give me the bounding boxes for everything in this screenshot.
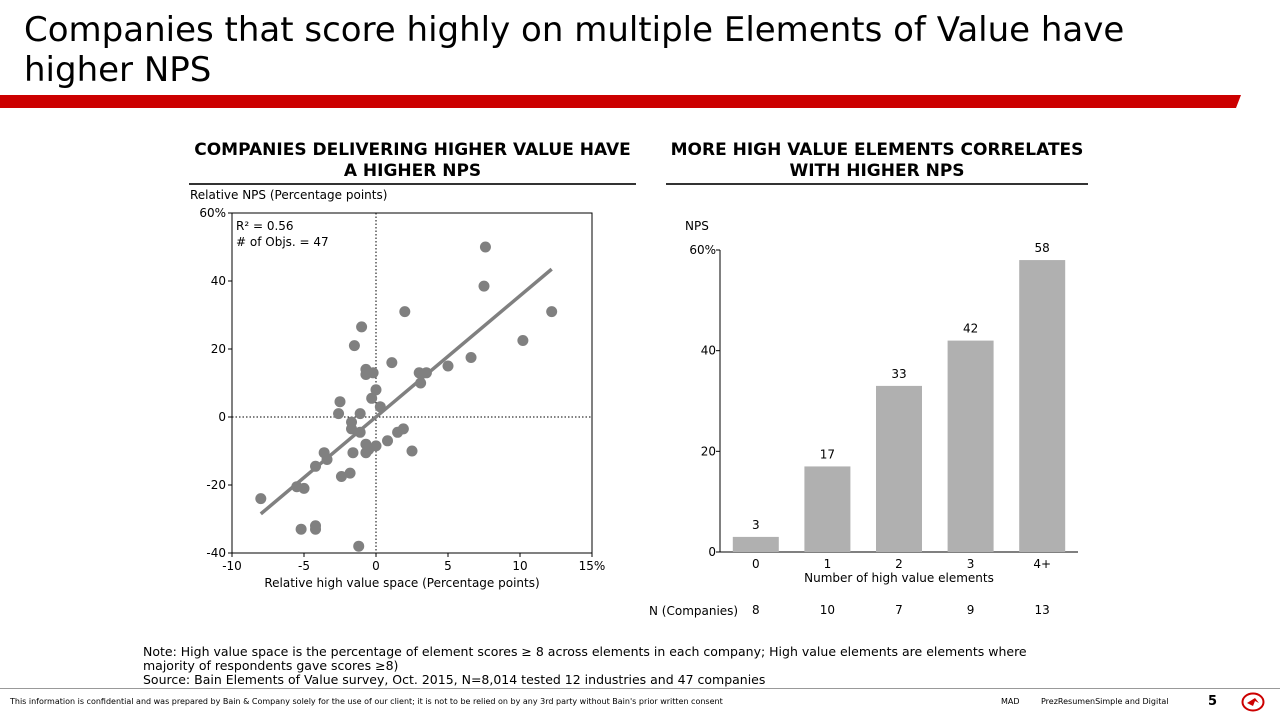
bar-category-label: 4+ (1033, 557, 1051, 571)
bar-y-tick-label: 40 (701, 344, 716, 358)
scatter-y-tick-label: 40 (211, 274, 226, 288)
scatter-point (334, 396, 346, 408)
scatter-point (399, 306, 411, 318)
bar (947, 340, 994, 552)
n-companies-label: N (Companies) (649, 604, 739, 618)
scatter-point (415, 377, 427, 389)
page-number: 5 (1208, 694, 1218, 709)
scatter-point (356, 321, 368, 333)
scatter-y-tick-label: 60% (199, 206, 226, 220)
scatter-point (255, 493, 267, 505)
scatter-point (295, 523, 307, 535)
scatter-x-tick-label: -10 (222, 559, 242, 573)
bar-category-label: 2 (895, 557, 903, 571)
scatter-point (382, 435, 394, 447)
scatter-point (374, 401, 386, 413)
bar-category-label: 3 (967, 557, 975, 571)
scatter-x-tick-label: -5 (298, 559, 310, 573)
bar-n-companies-value: 10 (820, 603, 835, 617)
bar-category-label: 1 (824, 557, 832, 571)
scatter-point (346, 423, 358, 435)
footer-divider (0, 688, 1280, 689)
scatter-point (370, 440, 382, 452)
scatter-y-axis-label: Relative NPS (Percentage points) (190, 188, 388, 202)
r-squared-label: R² = 0.56 (236, 219, 294, 233)
scatter-point (310, 523, 322, 535)
bar-n-companies-value: 9 (967, 603, 975, 617)
bar-y-tick-label: 60% (689, 243, 716, 257)
scatter-x-tick-label: 5 (444, 559, 452, 573)
scatter-point (465, 352, 477, 363)
footer-file: PrezResumenSimple and Digital (1041, 697, 1169, 706)
scatter-point (347, 447, 359, 459)
scatter-chart: -10 -5 0 5 10 15% -40 -20 0 20 40 60% Relative high … (199, 206, 606, 590)
notes-block: Note: High value space is the percentage… (143, 645, 1043, 687)
scatter-point (344, 467, 356, 479)
scatter-point (420, 367, 432, 379)
title-accent-bar (0, 95, 1280, 108)
bar-value-label: 33 (891, 367, 906, 381)
note-text: Note: High value space is the percentage… (143, 644, 1027, 673)
bar (876, 385, 922, 552)
scatter-point (353, 540, 365, 552)
bar-value-label: 58 (1035, 241, 1050, 255)
source-text: Source: Bain Elements of Value survey, O… (143, 672, 766, 687)
footer-office: MAD (1001, 697, 1020, 706)
scatter-point (354, 426, 366, 438)
bar (804, 466, 851, 552)
bar-value-label: 42 (963, 322, 978, 336)
scatter-y-tick-label: 20 (211, 342, 226, 356)
scatter-chart-title: COMPANIES DELIVERING HIGHER VALUE HAVE A… (189, 140, 636, 185)
bar (1019, 260, 1066, 552)
scatter-point (367, 367, 379, 379)
scatter-point (397, 423, 409, 435)
scatter-y-tick-label: 0 (218, 410, 226, 424)
scatter-point (386, 357, 398, 369)
scatter-trendline (259, 267, 553, 516)
scatter-point (442, 360, 454, 372)
scatter-x-tick-label: 0 (372, 559, 380, 573)
bar-y-axis-label: NPS (685, 219, 709, 233)
scatter-point (354, 408, 366, 420)
scatter-y-tick-label: -40 (206, 546, 226, 560)
accent-bar-shape (0, 95, 1241, 108)
bar (732, 536, 779, 552)
bar-x-axis-label: Number of high value elements (804, 571, 994, 585)
bar-category-label: 0 (752, 557, 760, 571)
bar-value-label: 3 (752, 518, 760, 532)
scatter-point (333, 408, 345, 420)
scatter-x-tick-label: 15% (579, 559, 606, 573)
scatter-point (310, 460, 322, 472)
scatter-point (321, 454, 333, 465)
scatter-x-axis-label: Relative high value space (Percentage po… (264, 576, 539, 590)
objects-count-label: # of Objs. = 47 (236, 235, 329, 249)
bar-chart: 0 20 40 60% 3 0 8 17 1 10 33 2 7 42 3 9 58 4+ 13 Number of … (689, 241, 1078, 617)
scatter-point (406, 445, 418, 457)
bar-n-companies-value: 8 (752, 603, 760, 617)
bar-value-label: 17 (820, 447, 835, 461)
footer-disclaimer: This information is confidential and was… (10, 697, 723, 706)
scatter-point (335, 471, 347, 482)
bar-n-companies-value: 13 (1035, 603, 1050, 617)
scatter-point (366, 392, 378, 404)
scatter-point (546, 306, 558, 318)
scatter-point (348, 340, 360, 352)
bain-logo-icon (1241, 692, 1265, 712)
scatter-point (479, 241, 491, 253)
bar-n-companies-value: 7 (895, 603, 903, 617)
scatter-plot-frame (231, 212, 593, 554)
bar-y-tick-label: 20 (701, 444, 716, 458)
bar-chart-title: MORE HIGH VALUE ELEMENTS CORRELATES WITH… (666, 140, 1088, 185)
page-title: Companies that score highly on multiple … (24, 10, 1125, 90)
scatter-point (298, 482, 310, 494)
scatter-y-tick-label: -20 (206, 478, 226, 492)
scatter-point (517, 335, 529, 346)
bar-y-tick-label: 0 (708, 545, 716, 559)
scatter-x-tick-label: 10 (512, 559, 527, 573)
scatter-point (370, 384, 382, 396)
scatter-point (478, 280, 490, 292)
